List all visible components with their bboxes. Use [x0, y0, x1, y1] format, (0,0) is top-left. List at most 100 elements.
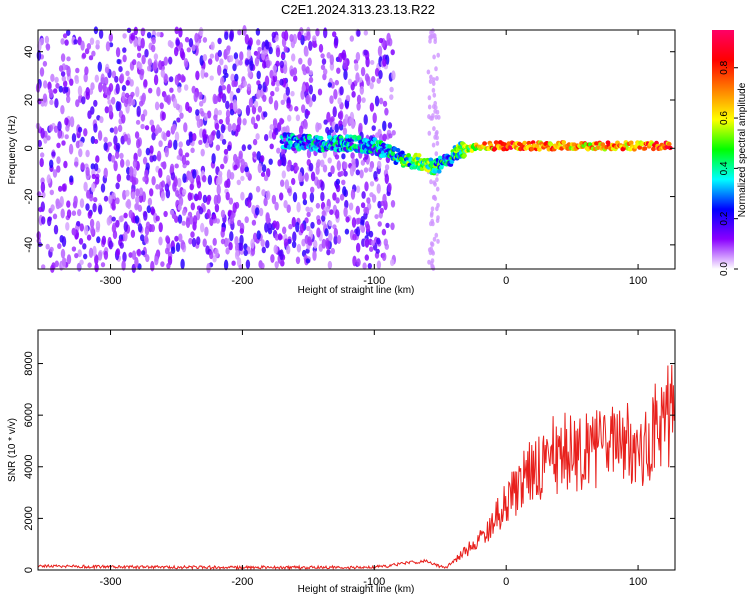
spectrogram-cell: [288, 140, 293, 145]
spectrogram-cell: [57, 129, 62, 139]
spectrogram-cell: [39, 157, 44, 168]
snr-y-axis-label: SNR (10 * v/v): [7, 418, 18, 482]
spectrogram-cell: [178, 141, 183, 148]
spectrogram-cell: [167, 40, 173, 47]
spectrogram-cell: [356, 258, 361, 267]
spectrogram-cell: [275, 60, 280, 67]
spectrogram-cell: [349, 117, 354, 125]
spectrogram-cell: [122, 47, 127, 53]
spectrogram-cell: [112, 230, 118, 240]
spectrogram-cell: [158, 140, 163, 148]
spectrogram-cell: [214, 248, 219, 258]
spectrogram-cell: [432, 126, 436, 132]
spectrogram-cell: [172, 97, 178, 109]
spectrogram-cell: [359, 169, 364, 179]
spectrogram-cell: [429, 179, 433, 185]
spectrogram-cell: [156, 31, 161, 37]
spectrogram-cell: [364, 238, 370, 248]
spectrogram-cell: [344, 228, 350, 235]
spectrogram-cell: [188, 131, 194, 143]
spectrogram-cell: [212, 237, 217, 246]
spectrogram-cell: [337, 97, 342, 105]
spectrogram-cell: [432, 92, 437, 98]
spectrogram-cell: [138, 62, 143, 71]
spectrogram-cell: [97, 130, 103, 141]
spectrogram-cell: [223, 259, 229, 271]
spectrogram-cell: [327, 157, 332, 164]
spectrogram-cell: [163, 56, 168, 66]
spectrogram-cell: [272, 74, 278, 83]
spectrogram-cell: [320, 64, 326, 71]
spectrogram-cell: [188, 237, 193, 245]
spectrogram-cell: [209, 250, 214, 260]
spectrogram-cell: [192, 133, 197, 142]
spectrogram-cell: [81, 96, 86, 105]
spectrogram-cell: [429, 115, 433, 121]
spectrogram-cell: [223, 148, 229, 155]
spectrogram-cell: [174, 46, 179, 57]
spectrogram-cell: [65, 222, 70, 231]
spectrogram-cell: [333, 89, 338, 100]
spectrogram-cell: [240, 191, 245, 201]
spectrogram-cell: [251, 219, 257, 226]
spectrogram-cell: [212, 93, 217, 105]
spectrogram-cell: [252, 138, 258, 146]
spectrogram-cell: [229, 31, 234, 42]
spectrogram-cell: [334, 123, 339, 133]
spectrogram-cell: [119, 73, 125, 83]
spectrogram-cell: [332, 106, 337, 118]
spectrogram-cell: [295, 256, 301, 265]
spectrogram-cell: [434, 66, 438, 72]
spectrogram-cell: [336, 235, 342, 244]
spectrogram-cell: [88, 55, 94, 61]
spectrogram-cell: [113, 126, 118, 135]
spectrogram-cell: [151, 44, 156, 53]
spectrogram-cell: [317, 88, 323, 96]
spectrogram-cell: [177, 177, 182, 188]
spectrogram-cell: [261, 50, 266, 61]
spectrogram-cell: [47, 216, 52, 222]
spectrogram-cell: [181, 220, 186, 226]
spectrogram-cell: [111, 216, 116, 222]
spectrogram-cell: [58, 85, 63, 93]
spectrogram-cell: [221, 85, 226, 91]
spectrogram-cell: [89, 37, 95, 45]
spectrogram-cell: [248, 97, 254, 108]
spectrogram-cell: [177, 214, 183, 224]
spectrogram-cell: [61, 75, 66, 82]
spectrogram-cell: [431, 250, 436, 256]
spectrogram-cell: [216, 184, 221, 196]
spectrogram-cell: [338, 110, 344, 121]
spectrogram-cell: [308, 207, 314, 213]
spectrogram-cell: [178, 233, 183, 242]
spectrogram-cell: [242, 80, 248, 87]
spectrogram-cell: [126, 198, 131, 208]
spectrogram-cell: [178, 27, 183, 38]
spectrogram-cell: [334, 154, 340, 160]
snr-y-ticks: 0 2000 4000 6000 8000: [23, 351, 675, 573]
spectrogram-cell: [130, 229, 136, 238]
spectrogram-cell: [374, 214, 379, 220]
spectrogram-cell: [168, 56, 173, 65]
spectrogram-cell: [140, 250, 146, 256]
spectrogram-cell: [283, 46, 288, 53]
spectrogram-cell: [214, 203, 220, 213]
spectrogram-cell: [282, 226, 287, 235]
spectrogram-cell: [218, 119, 224, 125]
spectrogram-cell: [384, 107, 389, 116]
spectrogram-cell: [371, 125, 376, 131]
spectrogram-cell: [285, 125, 290, 135]
spectrogram-cell: [308, 40, 313, 52]
spectrogram-cell: [154, 101, 160, 111]
spectrogram-cell: [356, 217, 362, 224]
spectrogram-cell: [233, 153, 238, 163]
spectrogram-cell: [99, 116, 104, 124]
spectrogram-cell: [134, 256, 139, 268]
spectrogram-cell: [173, 177, 178, 188]
spectrogram-cell: [334, 79, 339, 86]
spectrogram-cell: [355, 51, 361, 62]
spectrogram-cell: [123, 212, 128, 219]
spectrogram-cell: [431, 81, 436, 86]
spectrogram-cell: [131, 250, 137, 260]
spectrogram-cell: [220, 209, 226, 219]
